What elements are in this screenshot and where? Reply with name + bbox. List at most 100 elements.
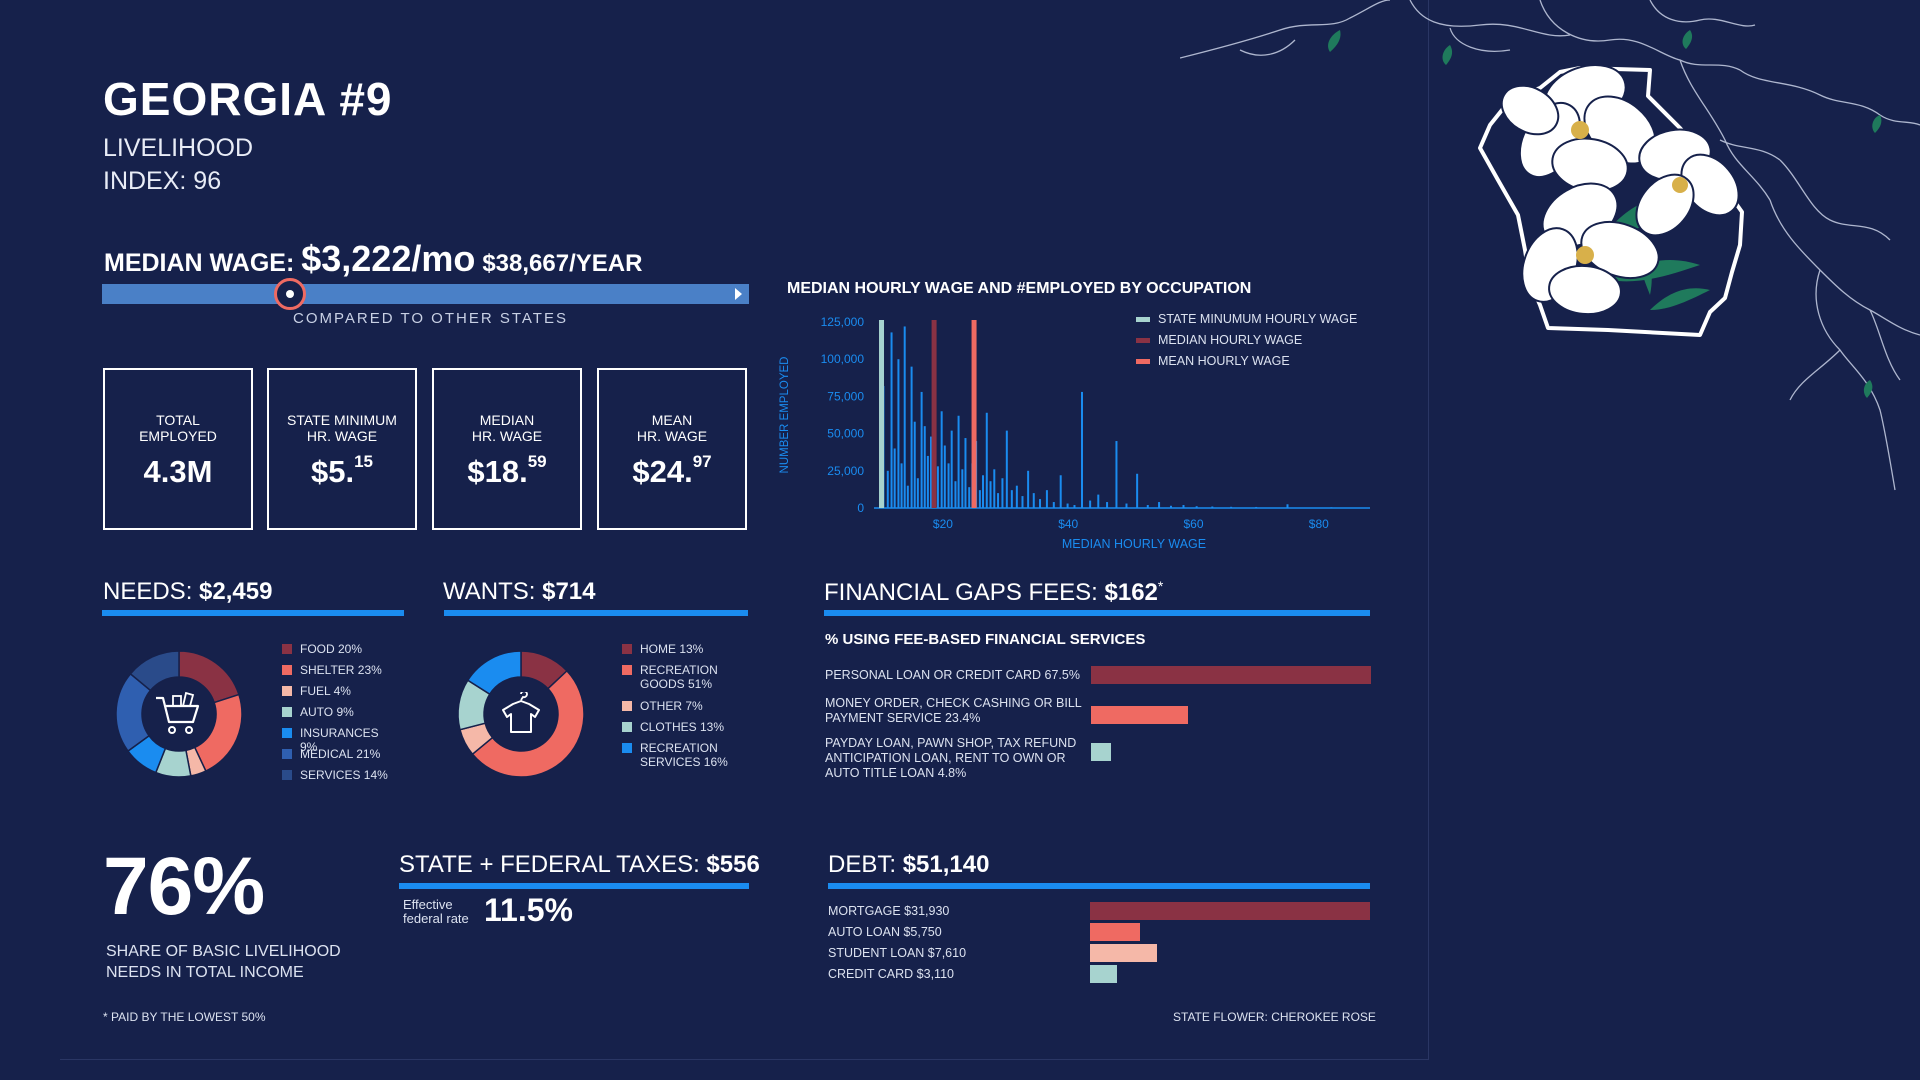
debt-bar xyxy=(1090,902,1370,920)
occupation-bar xyxy=(1182,505,1185,508)
occupation-bar xyxy=(1115,441,1118,508)
x-tick-label: $60 xyxy=(1184,517,1204,531)
occupation-bar xyxy=(985,412,988,508)
occupation-bar xyxy=(1027,470,1030,508)
tshirt-hanger-icon xyxy=(502,692,540,733)
state-position-marker xyxy=(273,278,306,310)
stat-value-sup: 97 xyxy=(692,452,712,471)
legend-label: HOME 13% xyxy=(640,642,704,656)
legend-item: RECREATION GOODS 51% xyxy=(622,663,732,691)
footnote: * PAID BY THE LOWEST 50% xyxy=(103,1010,266,1024)
taxes-heading: STATE + FEDERAL TAXES: $556 xyxy=(399,851,760,879)
legend-label: FUEL 4% xyxy=(300,684,351,698)
stat-label: MEDIAN HR. WAGE xyxy=(434,412,580,444)
debt-category-label: STUDENT LOAN $7,610 xyxy=(828,946,967,960)
fee-service-label: PERSONAL LOAN OR CREDIT CARD 67.5% xyxy=(825,668,1080,682)
occupation-bar xyxy=(930,436,933,508)
legend-swatch xyxy=(282,707,292,717)
legend-label: MEDICAL 21% xyxy=(300,747,381,761)
occupation-bar xyxy=(903,326,906,508)
legend-item: CLOTHES 13% xyxy=(622,720,732,734)
occupation-bar xyxy=(936,466,939,508)
tax-rate-label-line: federal rate xyxy=(403,911,469,926)
vine-leaves xyxy=(1328,30,1882,398)
occupation-bar xyxy=(997,493,1000,508)
occupation-bar xyxy=(1015,485,1018,508)
state-flower-caption: STATE FLOWER: CHEROKEE ROSE xyxy=(1173,1010,1376,1024)
occupation-bar xyxy=(993,469,996,508)
occupation-bar xyxy=(1052,502,1055,508)
panel-divider xyxy=(1428,0,1429,1060)
debt-category-label: CREDIT CARD $3,110 xyxy=(828,967,954,981)
needs-heading: NEEDS: $2,459 xyxy=(103,578,272,606)
financial-gaps-underline xyxy=(824,610,1370,616)
occupation-bar xyxy=(982,475,985,508)
donut-slice xyxy=(471,669,585,778)
occupation-bar xyxy=(910,366,913,508)
debt-bars: MORTGAGE $31,930 AUTO LOAN $5,750 STUDENT … xyxy=(828,902,1373,992)
stat-mean-wage: MEAN HR. WAGE $24.97 xyxy=(597,368,747,530)
stat-total-employed: TOTAL EMPLOYED 4.3M xyxy=(103,368,253,530)
stat-label-line: MEDIAN xyxy=(479,412,535,428)
x-tick-label: $40 xyxy=(1058,517,1078,531)
legend-label: MEDIAN HOURLY WAGE xyxy=(1158,333,1302,347)
financial-gaps-amount: $162 xyxy=(1104,579,1158,606)
occupation-bar xyxy=(1081,391,1083,508)
occupation-bar xyxy=(1146,505,1149,508)
debt-bar xyxy=(1090,965,1118,983)
donut-slice xyxy=(129,650,180,692)
reference-line xyxy=(879,320,885,508)
legend-item: HOME 13% xyxy=(622,642,732,656)
legend-swatch xyxy=(282,770,292,780)
stat-label: MEAN HR. WAGE xyxy=(599,412,745,444)
occupation-bar xyxy=(1005,430,1008,508)
stat-value: $24.97 xyxy=(599,452,745,490)
debt-bar xyxy=(1090,923,1141,941)
comparison-caption: COMPARED TO OTHER STATES xyxy=(293,310,568,327)
needs-amount: $2,459 xyxy=(199,578,273,605)
legend-swatch xyxy=(282,665,292,675)
legend-label: SHELTER 23% xyxy=(300,663,382,677)
subtitle-line-2: INDEX: 96 xyxy=(103,167,222,195)
y-tick-label: 125,000 xyxy=(821,315,865,329)
occupation-bar xyxy=(1010,490,1013,508)
livelihood-index: LIVELIHOOD INDEX: 96 xyxy=(103,132,253,198)
y-tick-label: 75,000 xyxy=(827,389,864,403)
needs-label: NEEDS: xyxy=(103,578,193,605)
occupation-bar xyxy=(943,445,946,508)
occupation-bar xyxy=(961,469,964,508)
legend-item: INSURANCES 9% xyxy=(282,726,392,754)
median-wage-label: MEDIAN WAGE: xyxy=(104,249,295,277)
y-tick-label: 50,000 xyxy=(827,427,864,441)
wants-label: WANTS: xyxy=(443,578,536,605)
legend-swatch xyxy=(282,686,292,696)
subtitle-line-1: LIVELIHOOD xyxy=(103,134,254,162)
share-caption: SHARE OF BASIC LIVELIHOOD NEEDS IN TOTAL… xyxy=(106,941,341,983)
occupation-bar xyxy=(1330,507,1333,508)
stat-label-line: HR. WAGE xyxy=(471,428,543,444)
debt-bar xyxy=(1090,944,1157,962)
occupation-bar xyxy=(950,430,953,508)
legend-label: OTHER 7% xyxy=(640,699,703,713)
occupation-bar xyxy=(947,463,950,508)
needs-underline xyxy=(102,610,404,616)
taxes-amount: $556 xyxy=(706,851,760,878)
stat-value: $5.15 xyxy=(269,452,415,490)
vine-lines xyxy=(1180,0,1920,491)
occupation-bar xyxy=(1073,505,1076,508)
occupation-bar xyxy=(1066,503,1069,508)
stat-label-line: HR. WAGE xyxy=(636,428,708,444)
occupation-bar xyxy=(923,426,926,508)
legend-swatch xyxy=(1136,317,1150,322)
occupation-bar xyxy=(1032,493,1035,508)
state-comparison-bar xyxy=(102,278,749,310)
financial-gaps-asterisk: * xyxy=(1157,578,1164,594)
occupation-bar xyxy=(1158,502,1161,508)
legend-swatch xyxy=(1136,338,1150,343)
tax-rate-label: Effective federal rate xyxy=(403,898,469,926)
reference-line xyxy=(931,320,937,508)
stat-value-main: 4.3M xyxy=(143,454,213,489)
legend-swatch xyxy=(622,665,632,675)
occupation-bar xyxy=(957,415,960,508)
legend-label: SERVICES 14% xyxy=(300,768,388,782)
